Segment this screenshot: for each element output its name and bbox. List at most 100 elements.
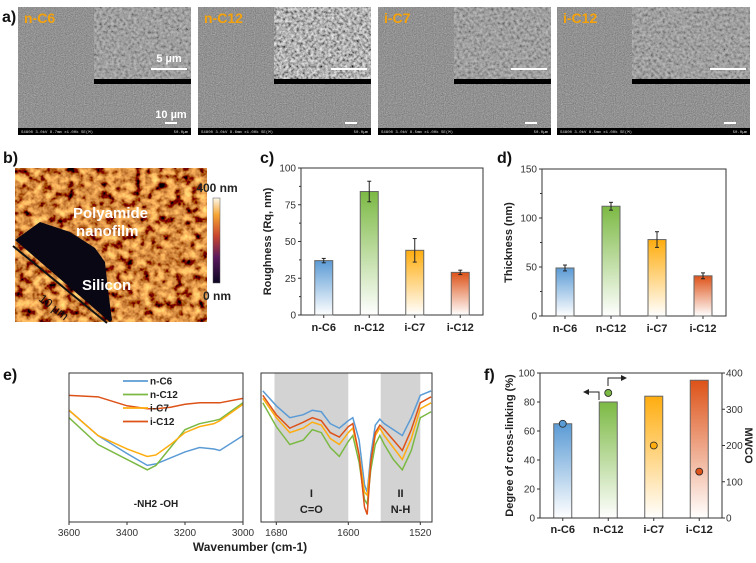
bar-n-C6 [314, 260, 334, 316]
thickness-chart: 0 50 100 150 n-C6 n-C12 i-C7 i-C12 Thickness (nm… [503, 165, 727, 335]
x-tick-label: 3600 [58, 528, 81, 539]
x-tick-label: 3000 [232, 528, 255, 539]
mwco-point-n-C12 [604, 389, 613, 397]
category-label: i-C7 [647, 323, 668, 335]
sem-inset-info-bar [94, 79, 191, 84]
y-tick-label: 0 [290, 311, 296, 322]
legend-label: n-C12 [150, 390, 178, 401]
y2-tick-label: 100 [726, 477, 743, 488]
afm-silicon-region [15, 222, 112, 322]
sem-inset-texture [454, 7, 551, 79]
sem-info-bar [18, 128, 191, 135]
afm-film-label-2: nanofilm [76, 223, 139, 240]
y-tick-label: 25 [285, 274, 297, 285]
y2-axis-label: MWCO [742, 427, 754, 463]
roughness-chart: 0 25 50 75 100 n-C6 n-C12 i-C7 i-C12 Roughness (R… [262, 164, 484, 334]
sem-panel-i-C12: S4800 3.0kV 8.5mm x1.00k SE(M) 50.0µm i-C1… [557, 7, 750, 135]
category-label: i-C7 [404, 322, 425, 334]
shaded-band [274, 373, 349, 522]
sem-info-text: S4800 3.0kV 8.5mm x1.00k SE(M) [560, 130, 632, 135]
category-label: n-C12 [354, 322, 385, 334]
y-tick-label: 20 [524, 485, 536, 496]
sem-info-text: S4800 3.0kV 8.5mm x1.00k SE(M) [381, 130, 453, 135]
bar-i-C7 [644, 395, 664, 519]
sem-scale-text: 50.0µm [354, 131, 369, 135]
crosslinking-mwco-chart: n-C6 n-C12 i-C7 i-C12 0 20 40 60 80 100 0 100 200 300… [504, 369, 754, 537]
bar-i-C12 [450, 271, 470, 316]
bar-n-C12 [601, 205, 621, 317]
sem-panel-i-C7: S4800 3.0kV 8.5mm x1.00k SE(M) 50.0µm i-C7 [378, 7, 551, 135]
y2-tick-label: 400 [726, 369, 743, 380]
right-axis-arrow [607, 375, 627, 386]
y-tick-label: 100 [518, 369, 535, 380]
category-label: i-C12 [690, 323, 717, 335]
bar-i-C12 [693, 275, 713, 317]
y-tick-label: 0 [531, 312, 537, 323]
x-tick-label: 1680 [265, 528, 288, 539]
category-label: i-C12 [686, 524, 713, 536]
sem-inset-texture [94, 7, 191, 79]
bar-n-C12 [598, 401, 618, 519]
afm-colorbar [212, 197, 221, 284]
sem-sample-label: i-C12 [563, 10, 597, 26]
sem-info-bar [557, 128, 750, 135]
sem-scale-text: 50.0µm [733, 131, 748, 135]
y-tick-label: 100 [279, 164, 296, 175]
y-tick-label: 50 [526, 263, 538, 274]
ftir-line-i-C7 [68, 403, 244, 458]
sem-info-text: S4800 3.0kV 8.7mm x1.00k SE(M) [21, 130, 93, 135]
afm-scale-label: 10 µm [36, 291, 71, 323]
inset-scale-label: 5 µm [156, 53, 182, 65]
y-tick-label: 100 [520, 214, 537, 225]
ftir-chart: 3600 3400 3200 3000 -NH2 -OH I C=O II N-H 1680 160… [58, 372, 433, 554]
sem-sample-label: n-C12 [204, 10, 243, 26]
y2-tick-label: 0 [726, 514, 732, 525]
sem-info-bar [378, 128, 551, 135]
y2-tick-label: 300 [726, 405, 743, 416]
ftir-line-i-C12 [262, 394, 432, 515]
y-tick-label: 50 [285, 237, 297, 248]
afm-image: 10 µm Polyamide nanofilm Silicon 400 nm … [12, 168, 238, 324]
bar-i-C7 [647, 239, 667, 317]
colorbar-max-label: 400 nm [196, 181, 237, 195]
y-axis-label: Degree of cross-linking (%) [504, 374, 516, 517]
sem-panel-n-C6: S4800 3.0kV 8.7mm x1.00k SE(M) 50.0µm n-C6… [18, 7, 191, 135]
y-tick-label: 60 [524, 427, 536, 438]
x-axis-label: Wavenumber (cm-1) [193, 540, 307, 554]
band-label: II [397, 488, 403, 500]
sem-info-text: S4800 3.0kV 8.6mm x1.00k SE(M) [201, 130, 273, 135]
sem-scale-text: 50.0µm [174, 131, 189, 135]
panel-label-f: f) [484, 367, 495, 384]
legend-label: i-C7 [150, 404, 169, 415]
y-tick-label: 40 [524, 456, 536, 467]
panel-label-c: c) [260, 150, 274, 167]
plot-frame [260, 372, 433, 523]
y-tick-label: 80 [524, 398, 536, 409]
y-axis-label: Thickness (nm) [503, 202, 515, 283]
category-label: i-C7 [643, 524, 664, 536]
ftir-annotation: -NH2 -OH [134, 499, 178, 510]
panel-label-a: a) [2, 9, 16, 26]
ftir-line-i-C7 [262, 397, 432, 497]
afm-scale-line [12, 245, 108, 324]
category-label: n-C6 [551, 524, 575, 536]
y-tick-label: 150 [520, 165, 537, 176]
bar-i-C12 [689, 379, 709, 519]
afm-substrate-label: Silicon [82, 277, 131, 294]
x-tick-label: 1520 [409, 528, 432, 539]
y-axis-label: Roughness (Rq, nm) [262, 187, 274, 295]
category-label: i-C12 [447, 322, 474, 334]
sem-inset-texture [274, 7, 371, 79]
x-tick-label: 3200 [174, 528, 197, 539]
panel-label-b: b) [3, 150, 18, 167]
afm-surface-texture [15, 168, 207, 322]
bar-n-C6 [555, 267, 575, 317]
band-sublabel: C=O [300, 504, 323, 516]
category-label: n-C6 [553, 323, 577, 335]
x-tick-label: 1600 [337, 528, 360, 539]
bar-n-C12 [359, 191, 379, 316]
sem-scale-text: 50.0µm [534, 131, 549, 135]
band-sublabel: N-H [391, 504, 411, 516]
y-tick-label: 75 [285, 200, 297, 211]
